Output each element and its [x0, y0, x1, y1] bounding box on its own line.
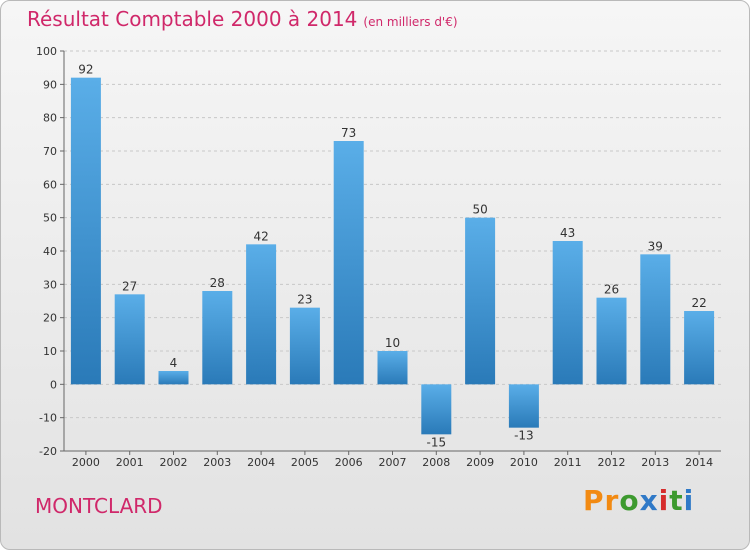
bar-value-label: 50 — [472, 203, 487, 217]
x-tick-label: 2002 — [160, 456, 188, 469]
x-tick-label: 2011 — [554, 456, 582, 469]
y-tick-label: -10 — [39, 412, 57, 425]
logo-letter: P — [583, 484, 605, 517]
chart-title: Résultat Comptable 2000 à 2014 (en millie… — [27, 7, 458, 31]
bar-2007 — [377, 351, 408, 385]
x-tick-label: 2010 — [510, 456, 538, 469]
y-tick-label: 40 — [43, 245, 57, 258]
x-tick-label: 2005 — [291, 456, 319, 469]
x-tick-label: 2004 — [247, 456, 275, 469]
bar-2002 — [158, 371, 189, 385]
bar-2013 — [640, 254, 671, 385]
x-tick-label: 2003 — [203, 456, 231, 469]
y-tick-label: 30 — [43, 278, 57, 291]
x-tick-label: 2012 — [598, 456, 626, 469]
bar-2014 — [684, 311, 715, 385]
y-tick-label: 90 — [43, 78, 57, 91]
y-tick-label: 70 — [43, 145, 57, 158]
bar-value-label: 28 — [210, 276, 225, 290]
x-tick-label: 2006 — [335, 456, 363, 469]
bar-value-label: -15 — [426, 435, 446, 449]
bar-value-label: 4 — [170, 356, 178, 370]
y-tick-label: 10 — [43, 345, 57, 358]
x-tick-label: 2001 — [116, 456, 144, 469]
bar-value-label: 23 — [297, 293, 312, 307]
bar-value-label: 26 — [604, 283, 619, 297]
logo-letter: i — [683, 484, 695, 517]
bar-2009 — [465, 217, 496, 385]
bar-value-label: 43 — [560, 226, 575, 240]
bar-2008 — [421, 384, 452, 435]
bar-2010 — [508, 384, 539, 428]
bar-value-label: 73 — [341, 126, 356, 140]
y-tick-label: 0 — [50, 378, 57, 391]
location-name: MONTCLARD — [35, 494, 163, 518]
x-tick-label: 2008 — [422, 456, 450, 469]
y-tick-label: 100 — [36, 45, 57, 58]
logo-letter: x — [639, 484, 659, 517]
x-tick-label: 2007 — [379, 456, 407, 469]
bar-value-label: 39 — [648, 239, 663, 253]
y-tick-label: 80 — [43, 112, 57, 125]
y-tick-label: 20 — [43, 312, 57, 325]
title-text: Résultat Comptable 2000 à 2014 — [27, 7, 358, 31]
bar-value-label: 27 — [122, 279, 137, 293]
bar-2011 — [552, 241, 583, 385]
bar-value-label: 42 — [253, 229, 268, 243]
grid-lines — [64, 50, 721, 452]
bars: 92 27 4 28 42 23 73 10 -15 50 -13 43 26 39 22 — [70, 63, 715, 449]
bar-value-label: 92 — [78, 63, 93, 77]
y-tick-label: 50 — [43, 212, 57, 225]
logo-letter: r — [604, 484, 620, 517]
bar-2003 — [202, 291, 233, 385]
bar-2004 — [246, 244, 277, 385]
chart-subtitle: (en milliers d'€) — [363, 15, 458, 29]
bar-2005 — [289, 307, 320, 385]
y-tick-label: -20 — [39, 445, 57, 458]
bar-value-label: 22 — [691, 296, 706, 310]
x-tick-label: 2000 — [72, 456, 100, 469]
bar-2012 — [596, 297, 627, 385]
logo-letter: o — [619, 484, 640, 517]
bar-2006 — [333, 141, 364, 385]
proxiti-logo: Proxiti — [583, 484, 694, 517]
bar-value-label: 10 — [385, 336, 400, 350]
axes: -20 -10 0 10 20 30 40 50 60 70 80 90 100 2000 2001 2002… — [36, 45, 721, 469]
x-tick-label: 2009 — [466, 456, 494, 469]
bar-2001 — [114, 294, 145, 385]
x-tick-label: 2013 — [641, 456, 669, 469]
logo-letter: t — [669, 484, 684, 517]
y-tick-label: 60 — [43, 178, 57, 191]
logo-letter: i — [658, 484, 670, 517]
x-tick-label: 2014 — [685, 456, 713, 469]
bar-value-label: -13 — [514, 429, 534, 443]
bar-2000 — [70, 77, 101, 385]
